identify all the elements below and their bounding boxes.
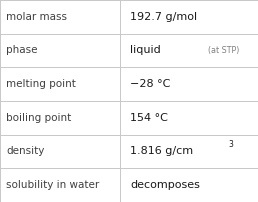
Text: boiling point: boiling point bbox=[6, 113, 72, 123]
Text: −28 °C: −28 °C bbox=[130, 79, 171, 89]
Text: solubility in water: solubility in water bbox=[6, 180, 100, 190]
Text: decomposes: decomposes bbox=[130, 180, 200, 190]
Text: melting point: melting point bbox=[6, 79, 76, 89]
Text: 3: 3 bbox=[229, 140, 234, 149]
Text: (at STP): (at STP) bbox=[208, 46, 240, 55]
Text: 192.7 g/mol: 192.7 g/mol bbox=[130, 12, 197, 22]
Text: liquid: liquid bbox=[130, 45, 168, 56]
Text: phase: phase bbox=[6, 45, 38, 56]
Text: 1.816 g/cm: 1.816 g/cm bbox=[130, 146, 194, 157]
Text: 154 °C: 154 °C bbox=[130, 113, 168, 123]
Text: density: density bbox=[6, 146, 45, 157]
Text: molar mass: molar mass bbox=[6, 12, 67, 22]
